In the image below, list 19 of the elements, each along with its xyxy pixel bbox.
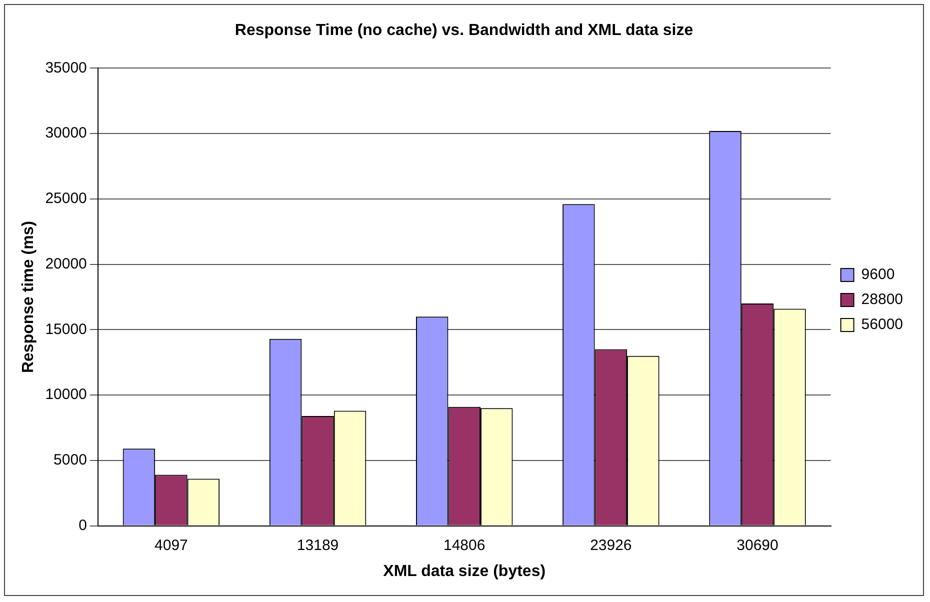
x-axis-title: XML data size (bytes) xyxy=(383,562,546,580)
y-tick-label: 5000 xyxy=(54,452,87,469)
legend-label: 9600 xyxy=(861,266,895,284)
y-tick-label: 35000 xyxy=(45,59,87,76)
y-tick-label: 10000 xyxy=(45,386,87,404)
chart-title: Response Time (no cache) vs. Bandwidth and XML data size xyxy=(234,22,694,40)
x-tick-label: 4097 xyxy=(154,536,188,554)
legend-label: 56000 xyxy=(861,316,904,334)
legend-label: 28800 xyxy=(861,291,904,308)
x-tick-label: 13189 xyxy=(296,536,339,554)
x-tick-label: 14806 xyxy=(443,536,486,554)
y-tick-label: 25000 xyxy=(45,190,87,208)
y-axis-title: Response time (ms) xyxy=(20,220,38,374)
x-tick-label: 23926 xyxy=(590,536,632,554)
x-tick-label: 30690 xyxy=(736,536,778,554)
y-tick-label: 15000 xyxy=(45,320,87,338)
y-tick-label: 0 xyxy=(78,516,87,534)
y-tick-label: 20000 xyxy=(45,255,87,272)
y-tick-label: 30000 xyxy=(45,124,87,142)
